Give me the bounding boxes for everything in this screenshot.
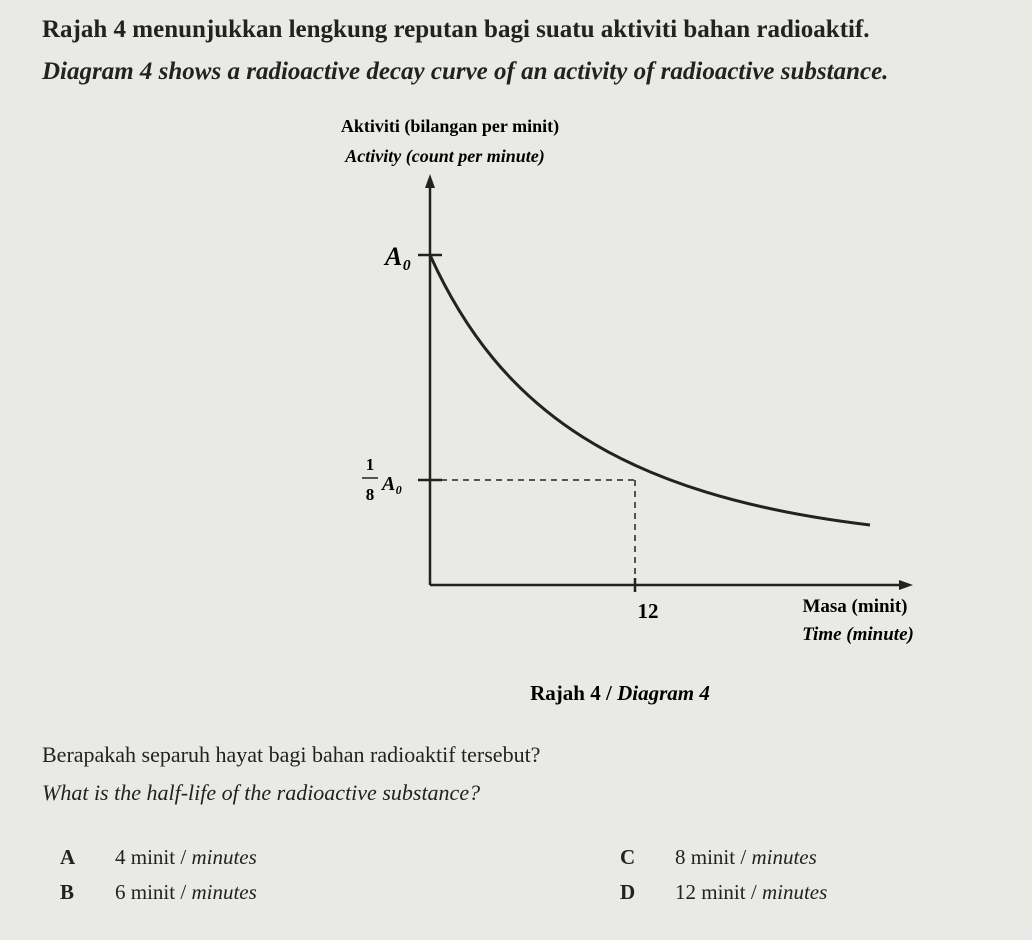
option-ms: 6 minit / (115, 880, 187, 904)
caption-ms: Rajah 4 / (530, 681, 613, 705)
prompt-ms: Berapakah separuh hayat bagi bahan radio… (42, 742, 541, 767)
question-ms: Rajah 4 menunjukkan lengkung reputan bag… (42, 16, 870, 43)
y-top-label: A₀ (383, 242, 411, 271)
question-en: Diagram 4 shows a radioactive decay curv… (42, 58, 889, 85)
option-ms: 8 minit / (675, 845, 747, 869)
decay-curve (428, 254, 871, 527)
y-label-ms: Aktiviti (bilangan per minit) (341, 116, 559, 137)
option: B 6 minit / minutes (60, 880, 257, 905)
option-ms: 12 minit / (675, 880, 757, 904)
option: C 8 minit / minutes (620, 845, 817, 870)
fraction-denominator: 8 (366, 485, 375, 504)
x-label-en: Time (minute) (802, 624, 914, 645)
prompt-en: What is the half-life of the radioactive… (42, 780, 481, 805)
y-mid-symbol: A₀ (380, 473, 402, 495)
option: A 4 minit / minutes (60, 845, 257, 870)
option-letter: C (620, 845, 636, 869)
x-arrow (899, 580, 913, 590)
y-arrow (425, 174, 435, 188)
caption: Rajah 4 / Diagram 4 (530, 681, 710, 705)
option-en: minutes (751, 845, 817, 869)
x-label-ms: Masa (minit) (802, 596, 907, 617)
option-letter: D (620, 880, 636, 904)
fraction-numerator: 1 (366, 455, 375, 474)
diagram: Aktiviti (bilangan per minit) Activity (… (341, 116, 914, 705)
x-tick-label: 12 (638, 599, 659, 623)
option: D 12 minit / minutes (620, 880, 827, 905)
option-en: minutes (191, 880, 257, 904)
option-en: minutes (761, 880, 828, 904)
y-label-en: Activity (count per minute) (344, 146, 545, 167)
option-ms: 4 minit / (115, 845, 187, 869)
caption-en: Diagram 4 (616, 681, 710, 705)
option-letter: A (60, 845, 76, 869)
option-en: minutes (191, 845, 257, 869)
option-letter: B (60, 880, 75, 904)
